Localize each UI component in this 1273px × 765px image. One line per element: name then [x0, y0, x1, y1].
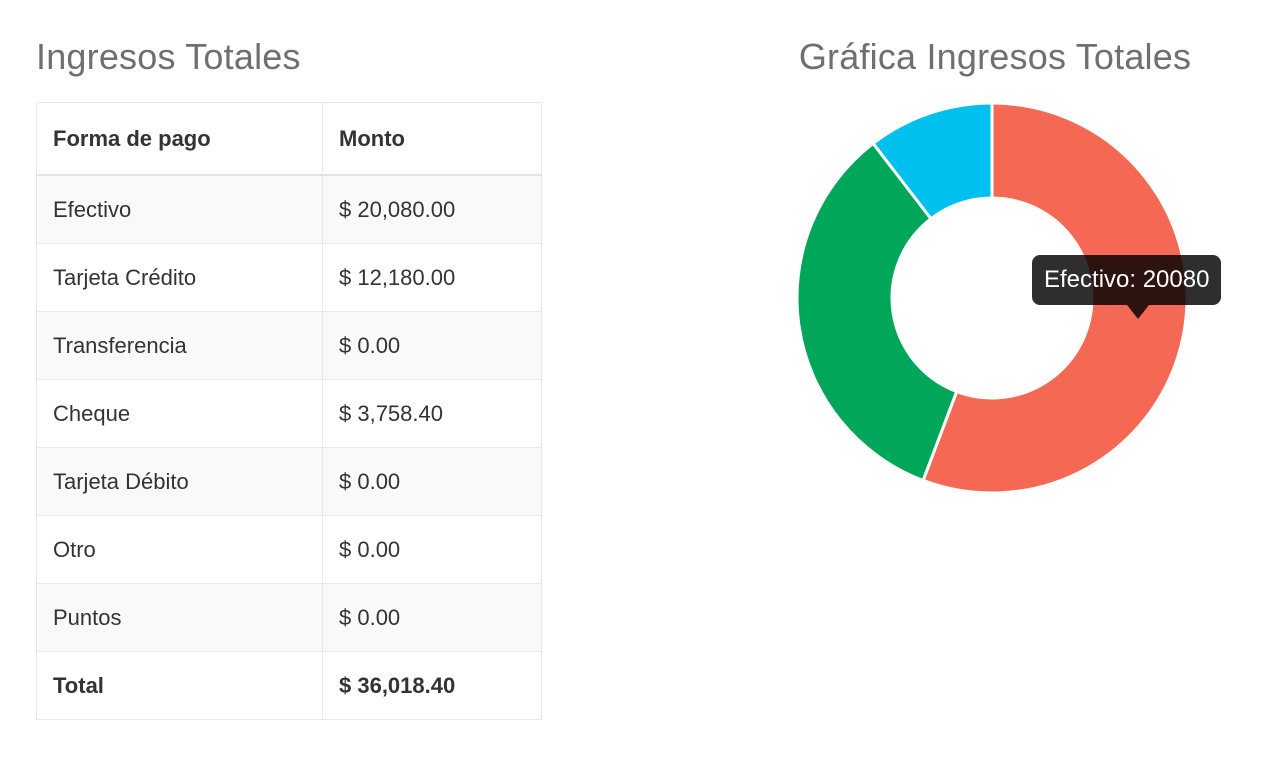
amount-cell: $ 0.00	[322, 447, 542, 516]
total-amount-cell: $ 36,018.40	[322, 651, 542, 720]
amount-cell: $ 12,180.00	[322, 243, 542, 312]
income-donut-chart[interactable]	[760, 34, 1230, 514]
table-row: Transferencia $ 0.00	[36, 311, 542, 380]
amount-cell: $ 20,080.00	[322, 174, 542, 244]
chart-title: Gráfica Ingresos Totales	[798, 36, 1192, 77]
chart-tooltip-text: Efectivo: 20080	[1044, 266, 1210, 293]
column-header-payment-method: Forma de pago	[36, 102, 323, 176]
chart-panel: Gráfica Ingresos Totales Efectivo: 20080	[760, 34, 1230, 495]
table-row: Tarjeta Crédito $ 12,180.00	[36, 243, 542, 312]
slice-cheque[interactable]	[871, 101, 994, 221]
column-header-amount: Monto	[322, 102, 542, 176]
payment-method-cell: Puntos	[36, 583, 323, 652]
income-table: Forma de pago Monto Efectivo $ 20,080.00…	[36, 102, 542, 720]
payment-method-cell: Tarjeta Crédito	[36, 243, 323, 312]
table-total-row: Total $ 36,018.40	[36, 651, 542, 720]
income-table-panel: Ingresos Totales Forma de pago Monto Efe…	[36, 34, 542, 720]
amount-cell: $ 0.00	[322, 515, 542, 584]
table-header-row: Forma de pago Monto	[36, 102, 542, 176]
tooltip-arrow	[1127, 305, 1149, 319]
table-wrapper: Forma de pago Monto Efectivo $ 20,080.00…	[36, 102, 542, 720]
slice-tarjeta-credito[interactable]	[795, 141, 959, 483]
payment-method-cell: Efectivo	[36, 174, 323, 244]
table-row: Tarjeta Débito $ 0.00	[36, 447, 542, 516]
amount-cell: $ 0.00	[322, 311, 542, 380]
table-row: Efectivo $ 20,080.00	[36, 174, 542, 244]
table-section-title: Ingresos Totales	[36, 36, 301, 77]
total-label-cell: Total	[36, 651, 323, 720]
table-row: Otro $ 0.00	[36, 515, 542, 584]
amount-cell: $ 3,758.40	[322, 379, 542, 448]
payment-method-cell: Transferencia	[36, 311, 323, 380]
chart-tooltip: Efectivo: 20080	[1032, 255, 1222, 319]
amount-cell: $ 0.00	[322, 583, 542, 652]
payment-method-cell: Otro	[36, 515, 323, 584]
table-row: Cheque $ 3,758.40	[36, 379, 542, 448]
table-row: Puntos $ 0.00	[36, 583, 542, 652]
payment-method-cell: Cheque	[36, 379, 323, 448]
payment-method-cell: Tarjeta Débito	[36, 447, 323, 516]
